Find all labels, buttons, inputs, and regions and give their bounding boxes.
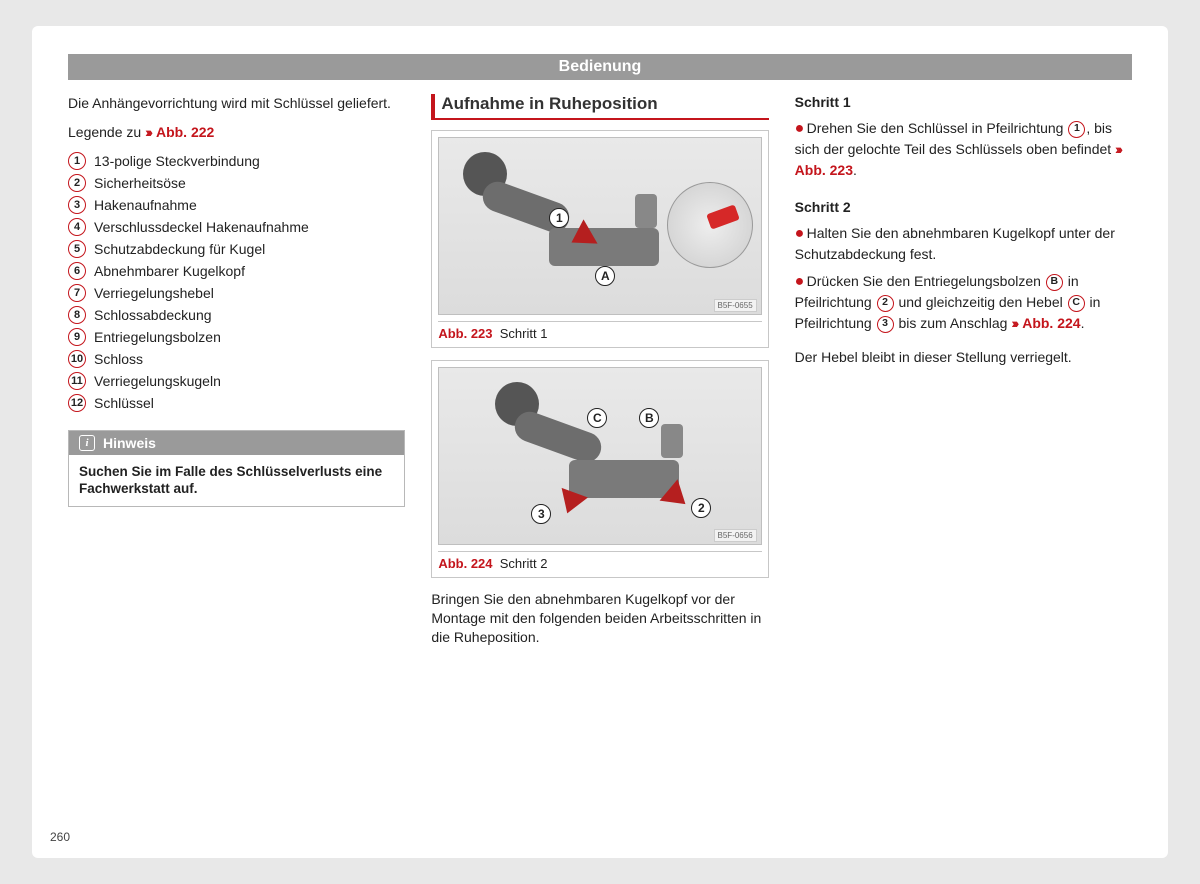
step1-end: . <box>853 162 857 178</box>
mid-below-text: Bringen Sie den abnehmbaren Kugelkopf vo… <box>431 590 768 647</box>
item-number: 3 <box>68 196 86 214</box>
list-item: 5 Schutzabdeckung für Kugel <box>68 240 405 258</box>
image-code: B5F-0656 <box>714 529 757 542</box>
intro-text: Die Anhängevorrichtung wird mit Schlüsse… <box>68 94 405 113</box>
chevron-icon: ››› <box>1011 315 1016 331</box>
note-title: Hinweis <box>103 435 156 451</box>
bullet-icon: ● <box>795 121 807 137</box>
step2b-end: . <box>1081 315 1085 331</box>
legend-heading: Legende zu ››› Abb. 222 <box>68 123 405 142</box>
figure-caption-text: Schritt 1 <box>500 326 548 341</box>
list-item: 1 13-polige Steckverbindung <box>68 152 405 170</box>
list-item: 6 Abnehmbarer Kugelkopf <box>68 262 405 280</box>
item-number: 10 <box>68 350 86 368</box>
step2b-t1: Drücken Sie den Entriegelungsbolzen <box>807 273 1045 289</box>
list-item: 4 Verschlussdeckel Hakenaufnahme <box>68 218 405 236</box>
item-number: 2 <box>68 174 86 192</box>
item-text: Verriegelungshebel <box>94 285 214 301</box>
list-item: 9 Entriegelungsbolzen <box>68 328 405 346</box>
key-inset-icon <box>667 182 753 268</box>
note-header: i Hinweis <box>69 431 404 455</box>
figure-ref: Abb. 223 <box>438 326 492 341</box>
section-title: Aufnahme in Ruheposition <box>431 94 768 120</box>
chevron-icon: ››› <box>145 124 150 140</box>
step2-bullet-b: ●Drücken Sie den Entriegelungsbolzen B i… <box>795 271 1132 334</box>
item-text: Entriegelungsbolzen <box>94 329 221 345</box>
bullet-icon: ● <box>795 226 807 242</box>
image-code: B5F-0655 <box>714 299 757 312</box>
marker-3: 3 <box>531 504 551 524</box>
middle-column: Aufnahme in Ruheposition 1 A B5F-0655 Ab… <box>431 94 768 657</box>
right-column: Schritt 1 ●Drehen Sie den Schlüssel in P… <box>795 94 1132 657</box>
step2a-text: Halten Sie den abnehmbaren Kugelkopf unt… <box>795 225 1115 262</box>
step1-title: Schritt 1 <box>795 94 1132 110</box>
item-number: 12 <box>68 394 86 412</box>
item-number: 7 <box>68 284 86 302</box>
step1-ref: Abb. 223 <box>795 162 853 178</box>
item-number: 11 <box>68 372 86 390</box>
list-item: 2 Sicherheitsöse <box>68 174 405 192</box>
figure-223: 1 A B5F-0655 Abb. 223 Schritt 1 <box>431 130 768 348</box>
manual-page: Bedienung Die Anhängevorrichtung wird mi… <box>32 26 1168 858</box>
marker-c: C <box>587 408 607 428</box>
item-text: Hakenaufnahme <box>94 197 197 213</box>
item-text: 13-polige Steckverbindung <box>94 153 260 169</box>
item-text: Schlüssel <box>94 395 154 411</box>
inline-ref-c: C <box>1068 295 1085 312</box>
item-text: Verschlussdeckel Hakenaufnahme <box>94 219 309 235</box>
step2-bullet-a: ●Halten Sie den abnehmbaren Kugelkopf un… <box>795 223 1132 265</box>
list-item: 12 Schlüssel <box>68 394 405 412</box>
content-columns: Die Anhängevorrichtung wird mit Schlüsse… <box>60 94 1140 657</box>
note-box: i Hinweis Suchen Sie im Falle des Schlüs… <box>68 430 405 507</box>
header-bar: Bedienung <box>68 54 1132 80</box>
figure-223-image: 1 A B5F-0655 <box>438 137 761 315</box>
list-item: 11 Verriegelungskugeln <box>68 372 405 390</box>
list-item: 8 Schlossabdeckung <box>68 306 405 324</box>
marker-a: A <box>595 266 615 286</box>
legend-ref: Abb. 222 <box>156 124 214 140</box>
inline-ref-1: 1 <box>1068 121 1085 138</box>
item-text: Abnehmbarer Kugelkopf <box>94 263 245 279</box>
figure-224-caption: Abb. 224 Schritt 2 <box>438 551 761 571</box>
chevron-icon: ››› <box>1115 141 1120 157</box>
figure-223-caption: Abb. 223 Schritt 1 <box>438 321 761 341</box>
inline-ref-b: B <box>1046 274 1063 291</box>
item-text: Sicherheitsöse <box>94 175 186 191</box>
step2b-t3: und gleichzeitig den Hebel <box>895 294 1067 310</box>
list-item: 3 Hakenaufnahme <box>68 196 405 214</box>
inline-ref-3: 3 <box>877 316 894 333</box>
step2b-t5: bis zum Anschlag <box>895 315 1012 331</box>
item-number: 4 <box>68 218 86 236</box>
step1-bullet: ●Drehen Sie den Schlüssel in Pfeilrichtu… <box>795 118 1132 181</box>
item-text: Schlossabdeckung <box>94 307 212 323</box>
step1-text-a: Drehen Sie den Schlüssel in Pfeilrichtun… <box>807 120 1068 136</box>
step2b-ref: Abb. 224 <box>1022 315 1080 331</box>
item-number: 1 <box>68 152 86 170</box>
item-number: 6 <box>68 262 86 280</box>
note-body: Suchen Sie im Falle des Schlüsselverlust… <box>69 455 404 506</box>
figure-224-image: C B 3 2 B5F-0656 <box>438 367 761 545</box>
marker-2: 2 <box>691 498 711 518</box>
item-text: Verriegelungskugeln <box>94 373 221 389</box>
marker-b: B <box>639 408 659 428</box>
bullet-icon: ● <box>795 274 807 290</box>
tail-text: Der Hebel bleibt in dieser Stellung verr… <box>795 348 1132 367</box>
legend-label: Legende zu <box>68 124 141 140</box>
figure-caption-text: Schritt 2 <box>500 556 548 571</box>
left-column: Die Anhängevorrichtung wird mit Schlüsse… <box>68 94 405 657</box>
inline-ref-2: 2 <box>877 295 894 312</box>
list-item: 10 Schloss <box>68 350 405 368</box>
item-number: 9 <box>68 328 86 346</box>
item-text: Schloss <box>94 351 143 367</box>
figure-224: C B 3 2 B5F-0656 Abb. 224 Schritt 2 <box>431 360 768 578</box>
legend-list: 1 13-polige Steckverbindung 2 Sicherheitsö… <box>68 152 405 412</box>
list-item: 7 Verriegelungshebel <box>68 284 405 302</box>
item-text: Schutzabdeckung für Kugel <box>94 241 265 257</box>
page-number: 260 <box>50 830 70 844</box>
item-number: 5 <box>68 240 86 258</box>
info-icon: i <box>79 435 95 451</box>
figure-ref: Abb. 224 <box>438 556 492 571</box>
item-number: 8 <box>68 306 86 324</box>
step2-title: Schritt 2 <box>795 199 1132 215</box>
